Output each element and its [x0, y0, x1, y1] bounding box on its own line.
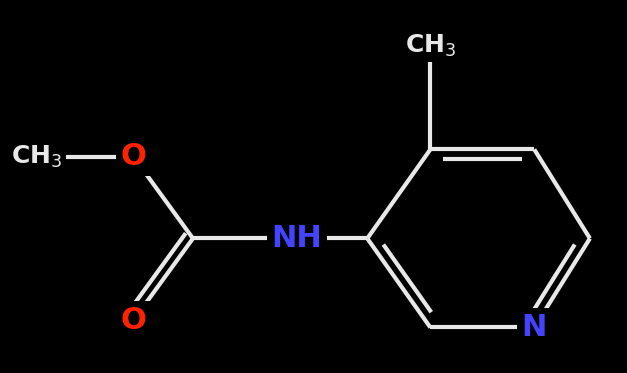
Text: O: O — [120, 142, 147, 171]
Text: O: O — [120, 305, 147, 335]
Text: N: N — [522, 313, 547, 342]
Text: NH: NH — [271, 224, 322, 253]
Text: CH$_3$: CH$_3$ — [11, 144, 63, 170]
Text: CH$_3$: CH$_3$ — [405, 32, 456, 59]
